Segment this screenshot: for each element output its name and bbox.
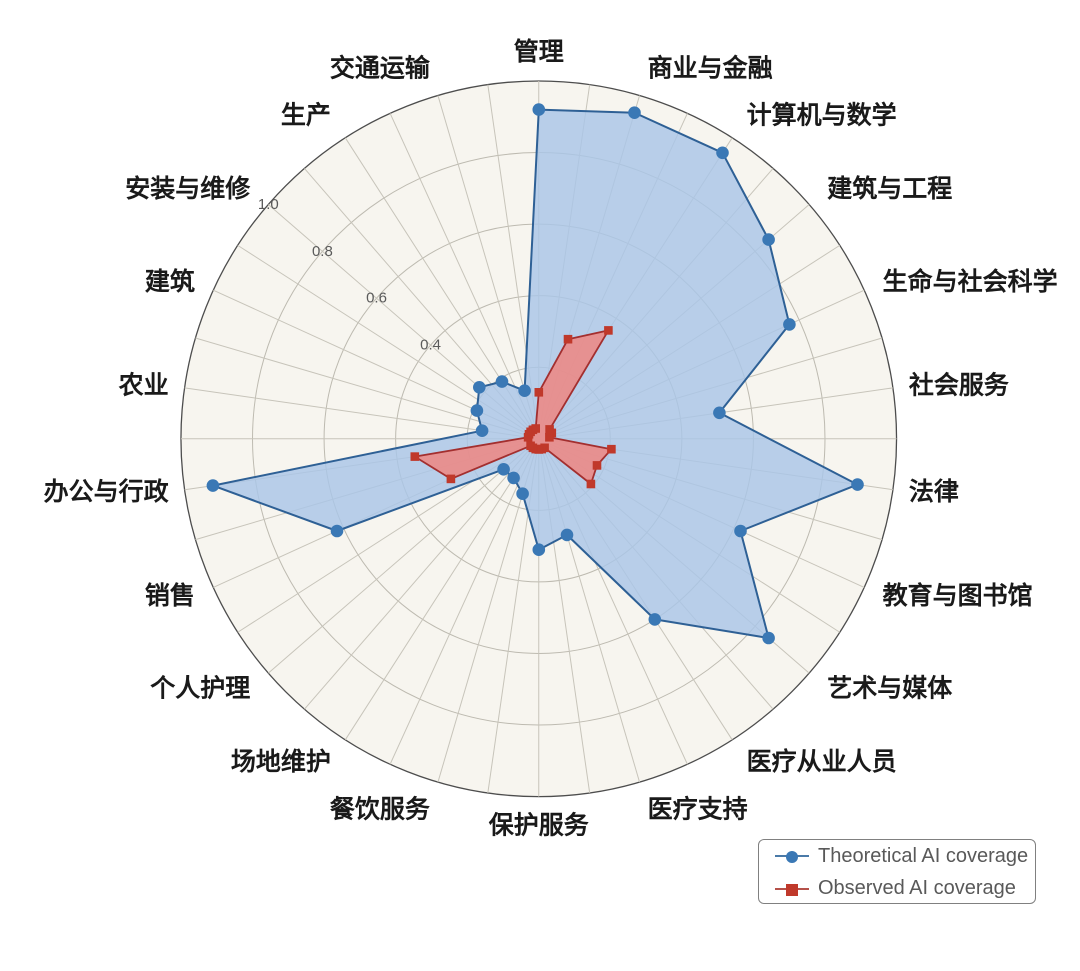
svg-text:法律: 法律 — [909, 478, 959, 506]
svg-text:医疗支持: 医疗支持 — [648, 794, 748, 823]
svg-text:建筑: 建筑 — [145, 267, 195, 296]
svg-text:0.4: 0.4 — [420, 337, 441, 354]
svg-text:生产: 生产 — [281, 101, 331, 129]
svg-text:交通运输: 交通运输 — [330, 53, 431, 82]
svg-text:管理: 管理 — [514, 37, 564, 66]
svg-text:餐饮服务: 餐饮服务 — [330, 794, 430, 823]
svg-text:艺术与媒体: 艺术与媒体 — [827, 675, 953, 703]
svg-text:安装与维修: 安装与维修 — [125, 174, 251, 203]
svg-text:保护服务: 保护服务 — [488, 812, 589, 840]
svg-text:商业与金融: 商业与金融 — [648, 53, 773, 82]
svg-text:建筑与工程: 建筑与工程 — [827, 174, 952, 203]
svg-text:计算机与数学: 计算机与数学 — [747, 100, 897, 129]
svg-text:0.8: 0.8 — [312, 243, 333, 260]
svg-text:教育与图书馆: 教育与图书馆 — [883, 581, 1033, 610]
svg-text:生命与社会科学: 生命与社会科学 — [883, 267, 1058, 296]
svg-text:社会服务: 社会服务 — [909, 371, 1009, 400]
svg-text:个人护理: 个人护理 — [150, 675, 250, 703]
svg-text:办公与行政: 办公与行政 — [44, 477, 170, 506]
svg-text:场地维护: 场地维护 — [231, 747, 331, 776]
svg-text:销售: 销售 — [145, 581, 195, 610]
svg-text:0.6: 0.6 — [366, 290, 387, 307]
svg-text:医疗从业人员: 医疗从业人员 — [747, 747, 897, 776]
svg-text:1.0: 1.0 — [258, 196, 279, 213]
svg-text:农业: 农业 — [118, 372, 169, 400]
